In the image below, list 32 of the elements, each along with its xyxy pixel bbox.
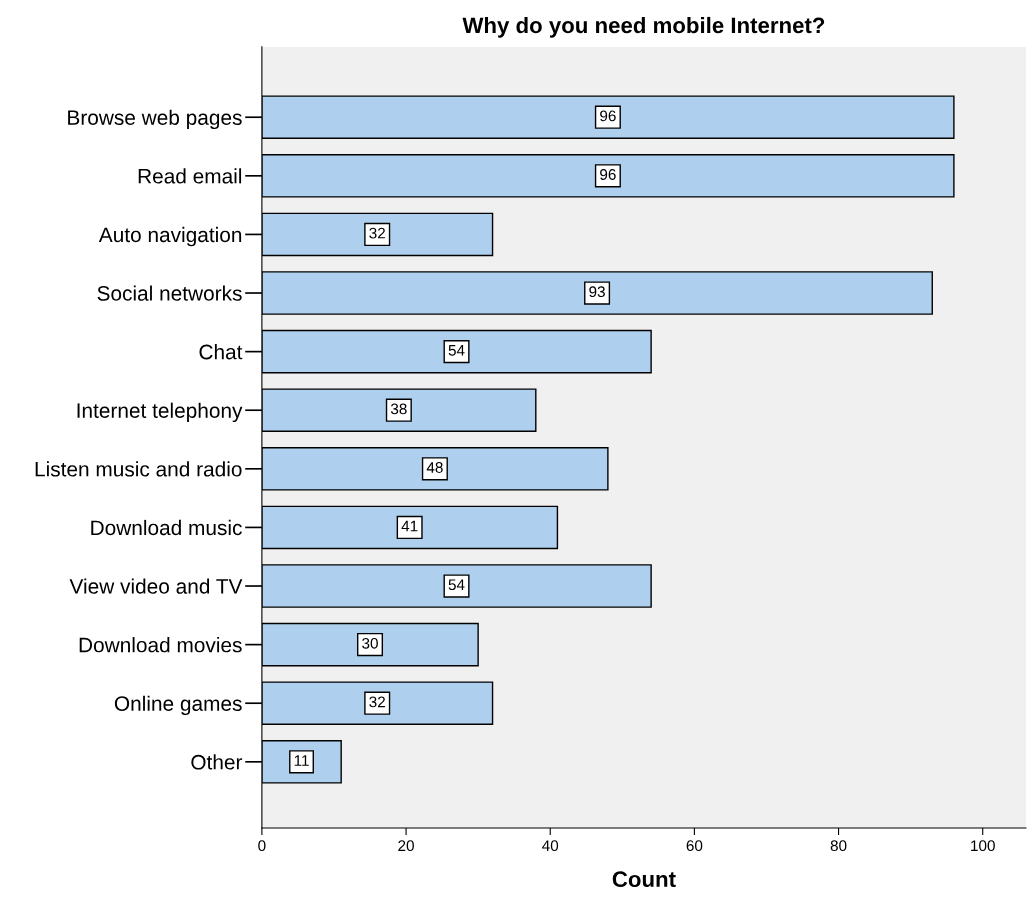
data-label: 54 bbox=[448, 579, 465, 591]
y-tick-label: Read email bbox=[138, 168, 242, 184]
x-tick-label: 40 bbox=[542, 840, 559, 852]
x-tick-label: 60 bbox=[686, 840, 703, 852]
x-tick-label: 100 bbox=[971, 840, 995, 852]
data-label: 54 bbox=[448, 345, 465, 356]
x-axis-title: Count bbox=[612, 871, 676, 888]
x-tick-label: 20 bbox=[398, 840, 414, 852]
y-tick-label: Download music bbox=[91, 519, 242, 536]
data-label: 96 bbox=[600, 169, 616, 180]
data-label: 32 bbox=[369, 696, 385, 708]
data-label: 48 bbox=[426, 462, 443, 473]
data-label: 30 bbox=[362, 637, 378, 649]
data-label: 93 bbox=[589, 286, 605, 298]
y-tick-label: Browse web pages bbox=[68, 109, 242, 130]
chart-title: Why do you need mobile Internet? bbox=[462, 16, 825, 38]
y-tick-label: Internet telephony bbox=[77, 402, 243, 423]
data-label: 96 bbox=[600, 110, 616, 122]
y-tick-label: Auto navigation bbox=[98, 226, 242, 247]
data-label: 32 bbox=[369, 227, 385, 239]
y-tick-label: Social networks bbox=[97, 285, 242, 301]
y-tick-label: View video and TV bbox=[69, 578, 243, 594]
y-tick-label: Listen music and radio bbox=[35, 461, 242, 477]
x-tick-label: 80 bbox=[830, 840, 847, 852]
x-tick-label: 0 bbox=[258, 840, 266, 852]
y-tick-label: Online games bbox=[114, 695, 242, 716]
data-label: 41 bbox=[401, 520, 418, 532]
data-label: 11 bbox=[294, 755, 309, 766]
data-label: 38 bbox=[390, 403, 407, 415]
y-tick-label: Other bbox=[191, 754, 243, 770]
y-tick-label: Download movies bbox=[79, 637, 242, 653]
y-tick-label: Chat bbox=[199, 344, 243, 360]
